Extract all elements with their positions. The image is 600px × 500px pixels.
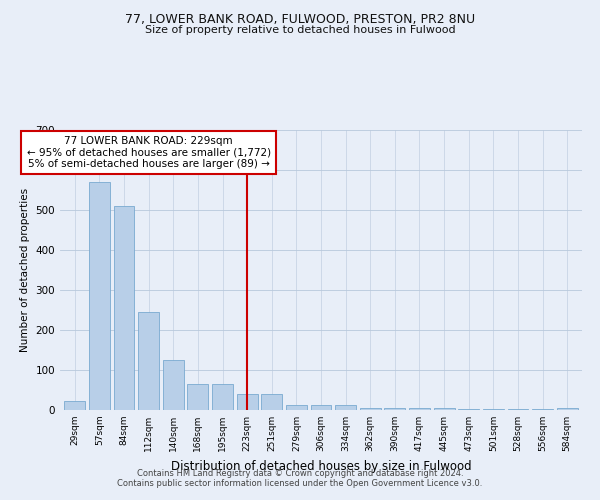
Text: Contains public sector information licensed under the Open Government Licence v3: Contains public sector information licen… <box>118 478 482 488</box>
Bar <box>113 206 134 410</box>
Bar <box>434 408 455 410</box>
Bar <box>409 408 430 410</box>
Bar <box>64 401 85 410</box>
Bar <box>212 384 233 410</box>
Y-axis label: Number of detached properties: Number of detached properties <box>20 188 30 352</box>
Text: Size of property relative to detached houses in Fulwood: Size of property relative to detached ho… <box>145 25 455 35</box>
Bar <box>187 384 208 410</box>
Bar <box>360 408 381 410</box>
Bar <box>385 408 406 410</box>
Bar <box>335 405 356 410</box>
Text: 77, LOWER BANK ROAD, FULWOOD, PRESTON, PR2 8NU: 77, LOWER BANK ROAD, FULWOOD, PRESTON, P… <box>125 12 475 26</box>
Bar <box>458 409 479 410</box>
Bar <box>508 409 529 410</box>
Bar <box>138 312 159 410</box>
Bar <box>532 409 553 410</box>
Bar <box>557 408 578 410</box>
Bar <box>311 405 331 410</box>
Text: 77 LOWER BANK ROAD: 229sqm
← 95% of detached houses are smaller (1,772)
5% of se: 77 LOWER BANK ROAD: 229sqm ← 95% of deta… <box>26 136 271 169</box>
Text: Contains HM Land Registry data © Crown copyright and database right 2024.: Contains HM Land Registry data © Crown c… <box>137 468 463 477</box>
Bar <box>163 360 184 410</box>
Bar <box>286 405 307 410</box>
Bar <box>236 394 257 410</box>
Bar <box>483 409 504 410</box>
Bar <box>261 394 282 410</box>
Bar <box>89 182 110 410</box>
X-axis label: Distribution of detached houses by size in Fulwood: Distribution of detached houses by size … <box>170 460 472 472</box>
